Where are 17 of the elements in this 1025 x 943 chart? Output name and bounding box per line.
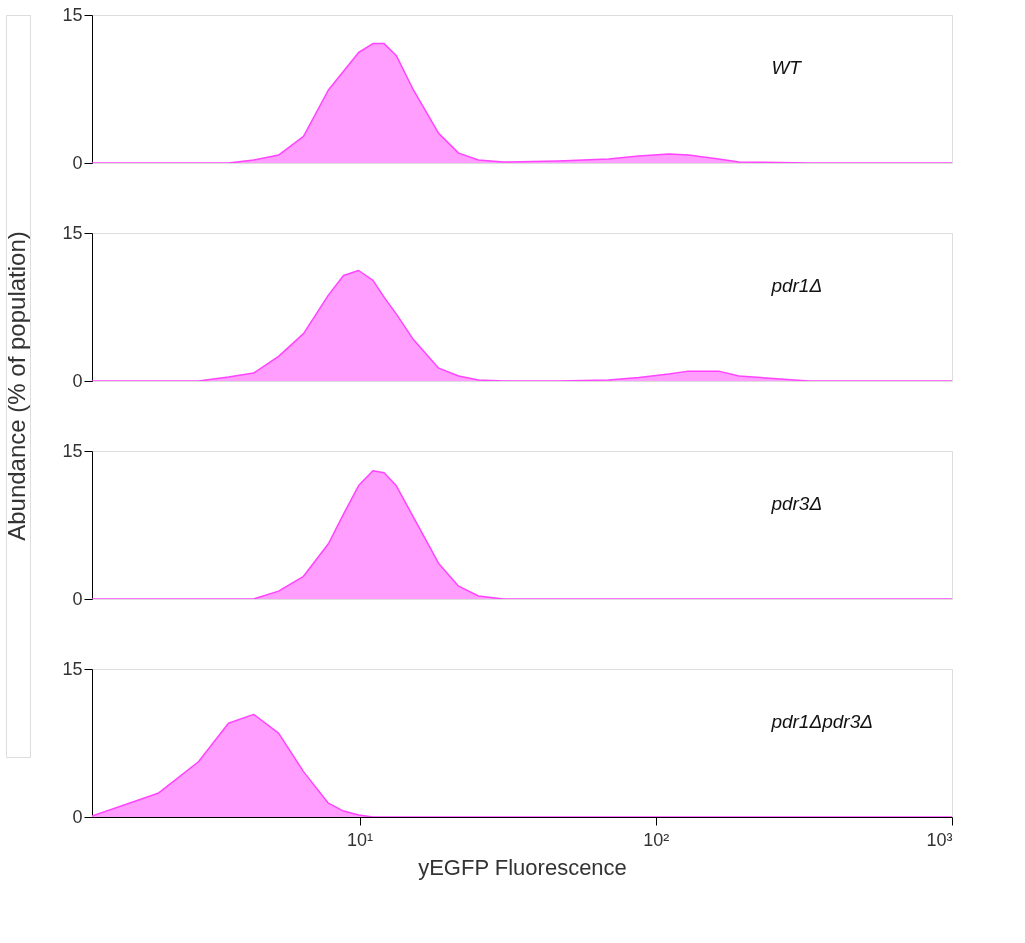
text: pdr3Δ — [770, 493, 823, 515]
y-tick-label: 15 — [62, 4, 83, 25]
y-tick-label: 0 — [72, 588, 83, 609]
x-tick-label: 10² — [643, 829, 670, 850]
text: pdr1Δ — [770, 275, 823, 297]
text: pdr1Δpdr3Δ — [770, 711, 873, 733]
y-tick-label: 0 — [72, 806, 83, 827]
x-tick-label: 10³ — [926, 829, 953, 850]
x-axis-title: yEGFP Fluorescence — [418, 854, 627, 880]
y-tick-label: 0 — [72, 152, 83, 173]
text: WT — [771, 57, 803, 79]
y-tick-label: 15 — [62, 222, 83, 243]
y-tick-label: 15 — [62, 658, 83, 679]
x-tick-label: 10¹ — [347, 829, 374, 850]
y-tick-label: 15 — [62, 440, 83, 461]
y-tick-label: 0 — [72, 370, 83, 391]
y-axis-title: Abundance (% of population) — [3, 231, 30, 541]
